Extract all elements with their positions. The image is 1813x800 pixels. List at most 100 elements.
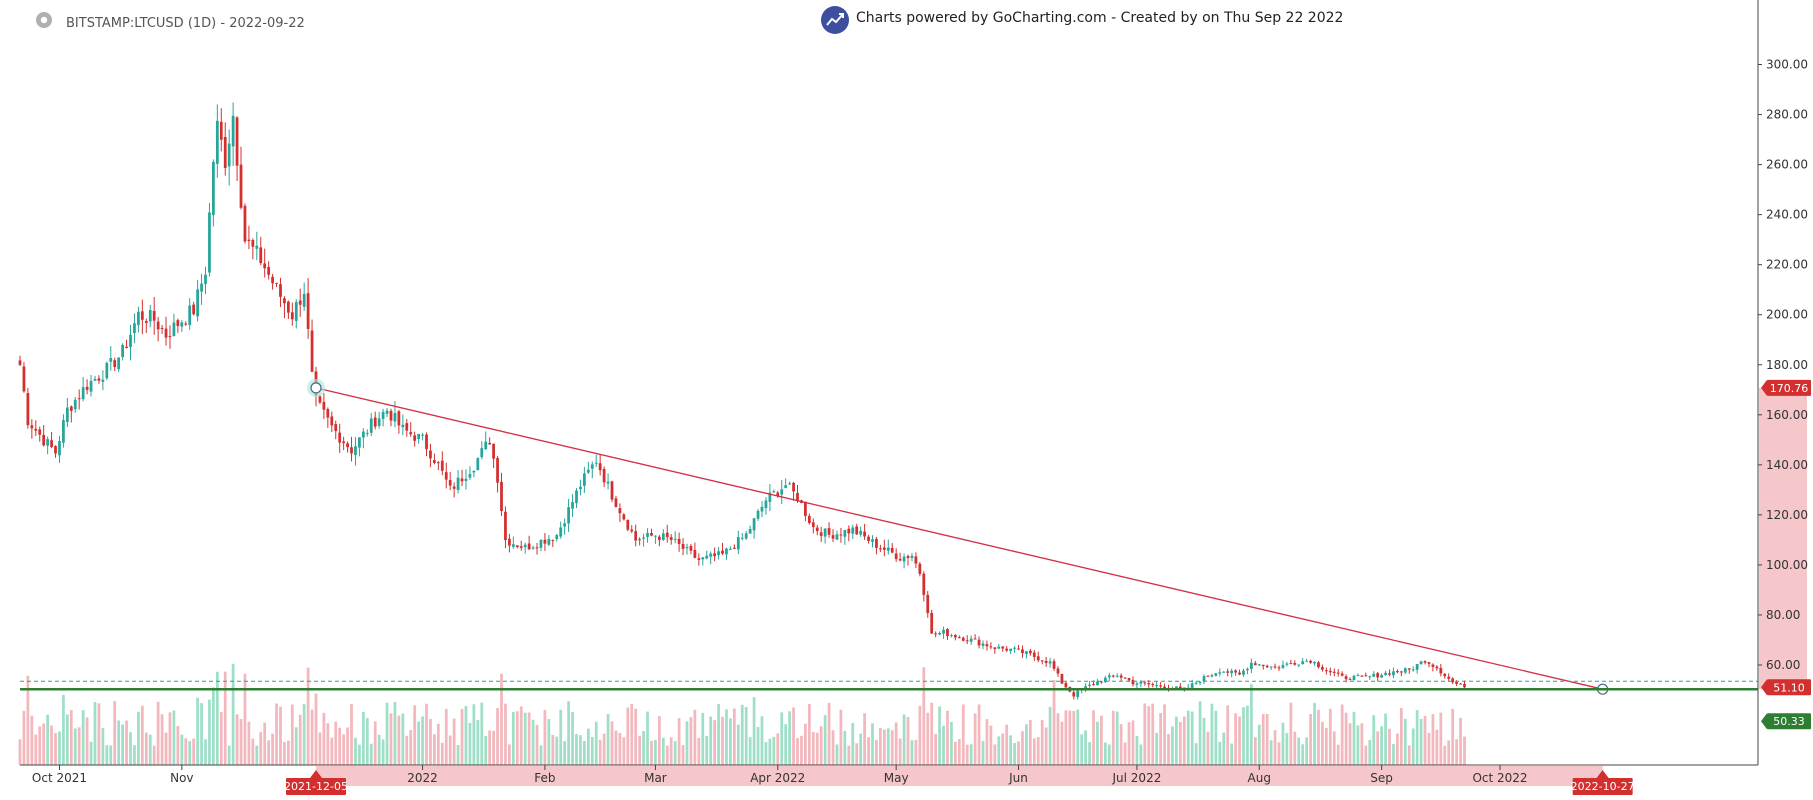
y-tick-label: 200.00 <box>1766 308 1808 322</box>
volume-bar <box>997 736 1001 765</box>
candle-body <box>113 360 117 368</box>
volume-bar <box>1463 736 1466 765</box>
volume-bar <box>1317 709 1320 765</box>
volume-bar <box>756 727 760 765</box>
volume-bar <box>369 743 373 765</box>
candle-body <box>1230 670 1234 674</box>
candle-body <box>938 632 941 635</box>
volume-bar <box>492 730 495 765</box>
volume-bar <box>1186 710 1190 765</box>
volume-bar <box>1249 684 1253 765</box>
candle-body <box>1305 660 1309 662</box>
candle-body <box>946 629 949 637</box>
volume-bar <box>985 719 989 765</box>
candle-body <box>1096 681 1099 686</box>
candle-body <box>1344 676 1348 680</box>
volume-bar <box>657 716 661 765</box>
volume-bar <box>1017 741 1020 765</box>
volume-bar <box>1415 710 1419 765</box>
volume-bar <box>811 732 815 765</box>
candle-body <box>97 378 101 381</box>
candle-body <box>1052 661 1056 669</box>
volume-bar <box>1103 742 1107 765</box>
volume-bar <box>97 703 101 765</box>
candle-body <box>634 531 638 541</box>
candle-body <box>879 548 882 550</box>
volume-bar <box>444 708 448 765</box>
volume-bar <box>283 742 286 765</box>
candle-body <box>93 378 97 381</box>
candle-body <box>1032 652 1036 657</box>
volume-bar <box>1281 722 1285 765</box>
candle-body <box>1455 682 1458 684</box>
volume-bar <box>1435 729 1439 765</box>
volume-bar <box>1261 714 1265 765</box>
candle-body <box>1403 668 1407 673</box>
volume-bar <box>204 739 207 765</box>
volume-bar <box>575 734 578 765</box>
candle-body <box>105 362 109 379</box>
candle-body <box>1092 684 1095 686</box>
volume-bar <box>342 734 346 765</box>
volume-bar <box>326 723 330 765</box>
volume-bar <box>172 710 176 765</box>
volume-bar <box>1171 726 1174 765</box>
candle-body <box>1423 661 1427 663</box>
volume-bar <box>215 671 219 765</box>
candle-body <box>752 518 756 531</box>
volume-bar <box>1396 733 1399 765</box>
volume-bar <box>922 667 926 765</box>
settings-gear-icon[interactable] <box>34 10 54 30</box>
candle-body <box>851 527 855 534</box>
volume-bar <box>133 745 136 765</box>
volume-bar <box>1025 724 1028 765</box>
volume-bar <box>1060 721 1064 765</box>
volume-bar <box>910 740 914 765</box>
candle-body <box>1336 672 1340 674</box>
volume-bar <box>212 687 215 765</box>
volume-bar <box>137 711 140 765</box>
volume-bar <box>448 735 452 765</box>
volume-bar <box>334 721 338 765</box>
candle-body <box>1175 686 1178 689</box>
candle-body <box>440 460 444 471</box>
candle-body <box>492 443 495 459</box>
candle-body <box>1076 690 1080 697</box>
candle-body <box>1451 678 1455 683</box>
volume-bar <box>38 726 42 765</box>
volume-bar <box>1214 710 1218 765</box>
candle-body <box>215 120 219 164</box>
volume-bar <box>196 697 199 765</box>
candle-body <box>811 522 815 528</box>
candle-body <box>488 442 492 445</box>
candle-body <box>160 328 164 330</box>
candle-body <box>1119 675 1123 678</box>
candle-body <box>255 245 259 249</box>
candle-body <box>1131 680 1135 685</box>
x-tick-label: 2022 <box>407 771 438 785</box>
volume-bar <box>1218 741 1222 765</box>
volume-bar <box>235 714 239 765</box>
candle-body <box>326 408 330 418</box>
candle-body <box>807 515 811 523</box>
volume-bar <box>247 721 251 765</box>
candle-body <box>73 399 77 410</box>
candle-body <box>1163 686 1166 689</box>
volume-bar <box>318 732 322 765</box>
volume-bar <box>168 712 172 765</box>
y-tick-label: 280.00 <box>1766 108 1808 122</box>
volume-bar <box>827 702 831 765</box>
volume-bar <box>673 741 677 765</box>
candle-body <box>1281 665 1285 668</box>
volume-bar <box>290 704 294 765</box>
volume-bar <box>259 731 263 765</box>
volume-bar <box>1419 718 1423 765</box>
candle-body <box>1218 672 1222 674</box>
candle-body <box>1364 675 1368 677</box>
candle-body <box>1368 676 1372 678</box>
candle-body <box>1392 671 1395 676</box>
volume-bar <box>65 714 69 765</box>
candle-body <box>1100 681 1103 683</box>
candle-body <box>1332 671 1336 673</box>
